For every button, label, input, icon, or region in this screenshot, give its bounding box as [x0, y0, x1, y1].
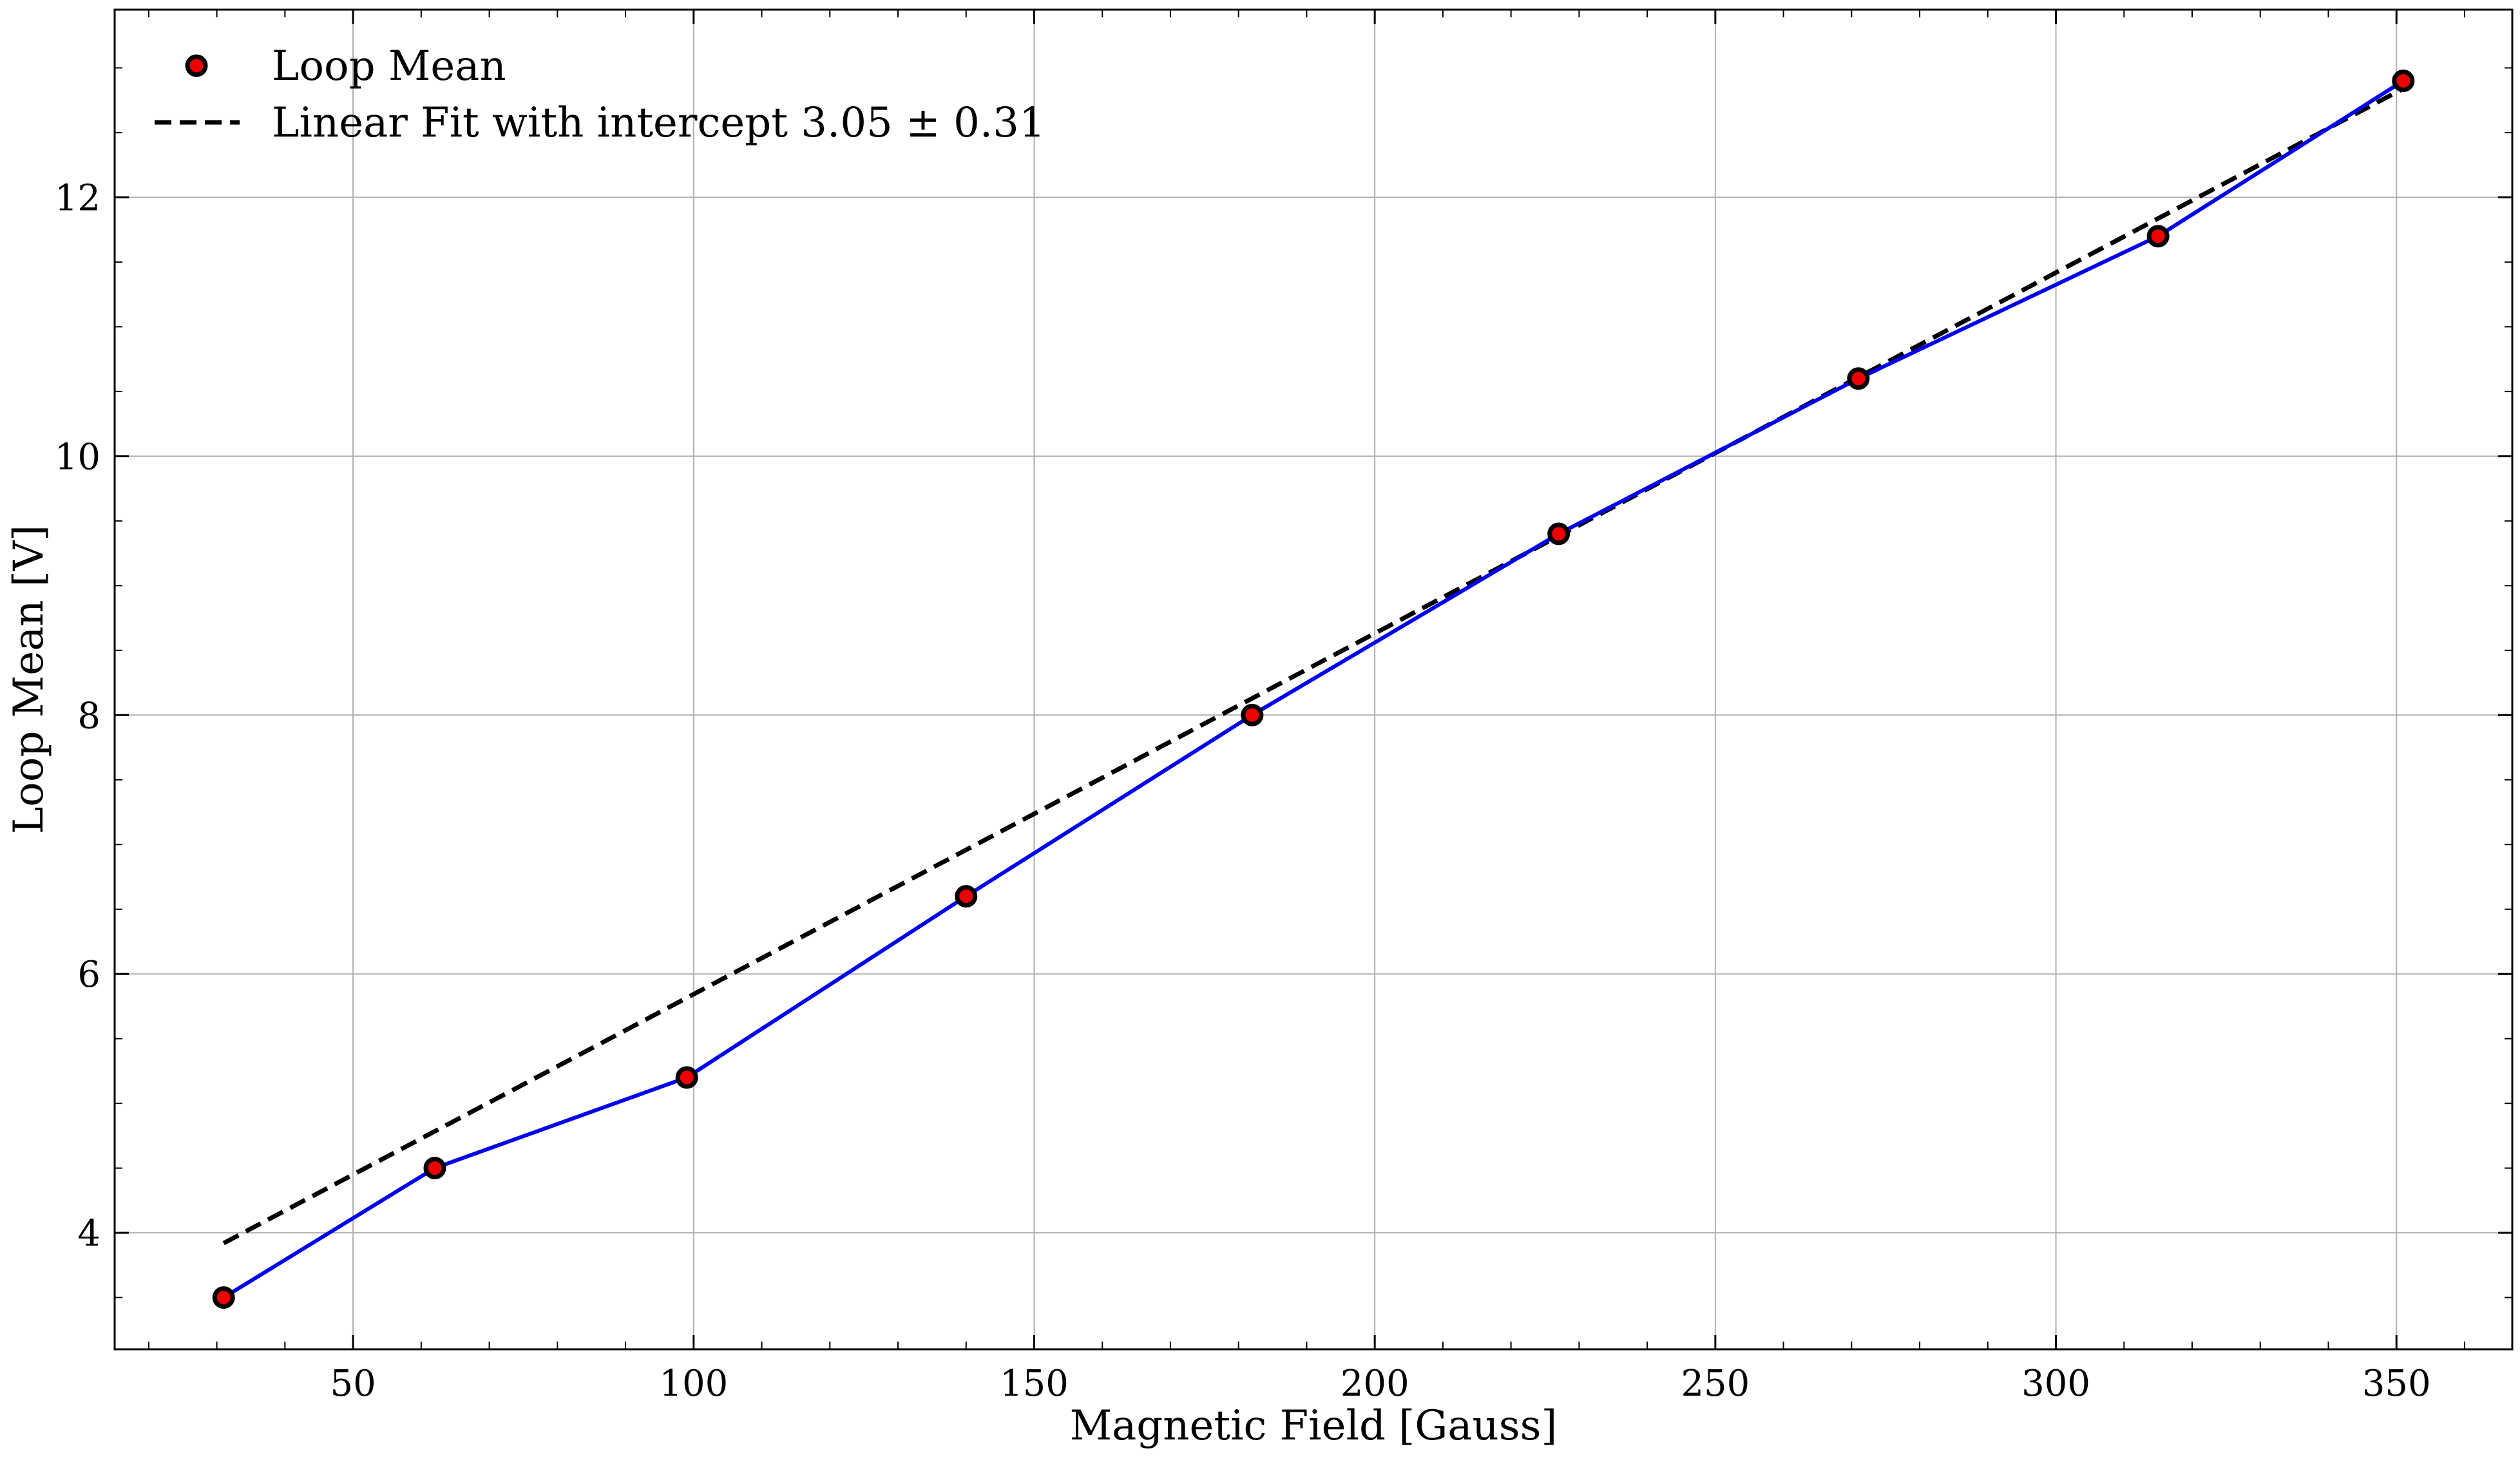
loop-mean-point [1241, 703, 1264, 726]
axis-ticks [115, 10, 2512, 1349]
x-tick-label: 150 [1000, 1363, 1069, 1405]
legend-label-loop-mean: Loop Mean [272, 43, 506, 90]
loop-mean-point [1847, 367, 1870, 390]
loop-mean-line-segment [434, 1076, 688, 1170]
y-tick-label: 4 [77, 1213, 100, 1255]
loop-mean-line-segment [1857, 234, 2159, 381]
x-tick-label: 300 [2021, 1363, 2090, 1405]
legend-marker-loop-mean [185, 54, 208, 77]
loop-mean-line-segment [222, 1166, 436, 1300]
tick-labels: 50 100 150 200 250 300 350 4 6 8 10 12 [55, 177, 2431, 1405]
loop-mean-point [2392, 70, 2415, 93]
loop-mean-point [955, 885, 978, 908]
loop-mean-line-segment [1251, 532, 1560, 717]
x-tick-label: 100 [659, 1363, 728, 1405]
x-tick-label: 50 [330, 1363, 376, 1405]
loop-mean-point [1547, 522, 1570, 546]
y-tick-label: 12 [55, 177, 100, 219]
x-tick-label: 200 [1341, 1363, 1409, 1405]
loop-mean-line-segment [1558, 377, 1860, 536]
loop-mean-point [423, 1157, 446, 1180]
loop-mean-line-segment [685, 895, 968, 1079]
data-series [212, 70, 2415, 1309]
grid-lines [115, 10, 2512, 1349]
y-axis-title: Loop Mean [V] [5, 525, 53, 834]
loop-mean-point [675, 1066, 698, 1089]
y-tick-label: 8 [77, 695, 100, 737]
plot-frame [113, 8, 2514, 1351]
x-axis-title: Magnetic Field [Gauss] [1070, 1402, 1558, 1450]
loop-mean-line-segment [2157, 79, 2405, 238]
loop-mean-point [212, 1286, 235, 1309]
legend: Loop Mean Linear Fit with intercept 3.05… [155, 43, 1045, 147]
loop-mean-line-segment [965, 713, 1254, 898]
y-tick-label: 6 [77, 954, 100, 996]
y-tick-label: 10 [55, 436, 100, 478]
x-tick-label: 250 [1681, 1363, 1750, 1405]
loop-mean-point [2146, 225, 2170, 248]
linear-fit-line [222, 86, 2405, 1246]
x-tick-label: 350 [2362, 1363, 2431, 1405]
legend-label-linear-fit: Linear Fit with intercept 3.05 ± 0.31 [272, 99, 1045, 147]
